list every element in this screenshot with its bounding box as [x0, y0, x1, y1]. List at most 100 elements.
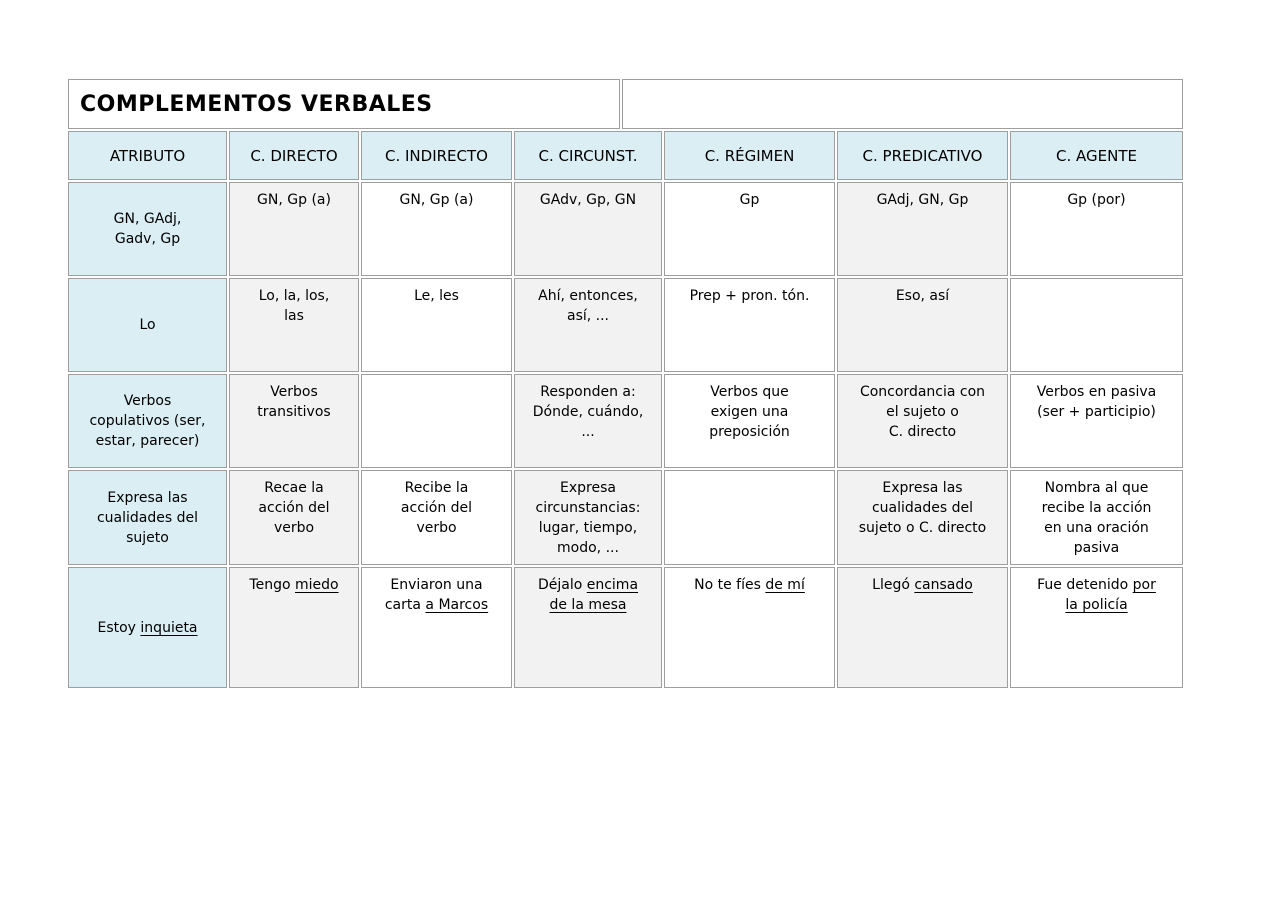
table-cell-ejemplos-atributo: Estoy inquieta — [68, 567, 227, 688]
cell-text: Gp — [737, 190, 763, 210]
table-cell-ejemplos-c-predicativo: Llegó cansado — [837, 567, 1008, 688]
table-cell-sustitucion-c-agente — [1010, 278, 1183, 372]
table-cell-ejemplos-c-circunst: Déjalo encima de la mesa — [514, 567, 662, 688]
column-header-label: C. INDIRECTO — [385, 146, 488, 165]
cell-text: Recae la acción del verbo — [255, 478, 332, 538]
column-header-c-predicativo: C. PREDICATIVO — [837, 131, 1008, 180]
plain-text: Enviaron una carta — [384, 577, 483, 613]
cell-text: Responden a: Dónde, cuándo, ... — [530, 382, 647, 442]
cell-text: Déjalo encima de la mesa — [535, 575, 641, 615]
plain-text: Expresa las cualidades del sujeto o C. d… — [858, 480, 987, 536]
cell-text: Recibe la acción del verbo — [398, 478, 475, 538]
cell-text: Enviaron una carta a Marcos — [382, 575, 491, 615]
cell-text: GN, Gp (a) — [397, 190, 477, 210]
table-title-cell: COMPLEMENTOS VERBALES — [68, 79, 620, 129]
cell-text: GAdj, GN, Gp — [874, 190, 972, 210]
table-cell-verbos-c-directo: Verbos transitivos — [229, 374, 359, 468]
plain-text: Lo, la, los, las — [258, 288, 330, 324]
cell-text: GAdv, Gp, GN — [537, 190, 639, 210]
table-cell-sustitucion-c-regimen: Prep + pron. tón. — [664, 278, 835, 372]
cell-text: Gp (por) — [1064, 190, 1128, 210]
cell-text: Expresa circunstancias: lugar, tiempo, m… — [533, 478, 644, 558]
plain-text: Llegó — [872, 577, 915, 593]
plain-text: GN, GAdj, Gadv, Gp — [113, 211, 182, 247]
cell-text: Ahí, entonces, así, ... — [535, 286, 641, 326]
plain-text: Expresa circunstancias: lugar, tiempo, m… — [535, 480, 641, 556]
cell-text: Nombra al que recibe la acción en una or… — [1039, 478, 1155, 558]
column-header-c-agente: C. AGENTE — [1010, 131, 1183, 180]
underlined-text: de mí — [765, 577, 805, 593]
column-header-c-circunst: C. CIRCUNST. — [514, 131, 662, 180]
cell-text: Verbos copulativos (ser, estar, parecer) — [86, 391, 208, 451]
underlined-text: cansado — [914, 577, 973, 593]
plain-text: Recibe la acción del verbo — [400, 480, 473, 536]
plain-text: GN, Gp (a) — [257, 192, 331, 208]
table-cell-formas-c-regimen: Gp — [664, 182, 835, 276]
underlined-text: encima — [586, 577, 639, 593]
table-cell-verbos-c-regimen: Verbos que exigen una preposición — [664, 374, 835, 468]
table-cell-funcion-c-agente: Nombra al que recibe la acción en una or… — [1010, 470, 1183, 565]
cell-text: No te fíes de mí — [691, 575, 808, 595]
column-header-c-indirecto: C. INDIRECTO — [361, 131, 512, 180]
table-cell-verbos-atributo: Verbos copulativos (ser, estar, parecer) — [68, 374, 227, 468]
plain-text: No te fíes — [694, 577, 766, 593]
table-cell-formas-c-agente: Gp (por) — [1010, 182, 1183, 276]
table-cell-funcion-c-directo: Recae la acción del verbo — [229, 470, 359, 565]
page-title: COMPLEMENTOS VERBALES — [80, 91, 433, 117]
table-cell-sustitucion-atributo: Lo — [68, 278, 227, 372]
table-cell-formas-c-directo: GN, Gp (a) — [229, 182, 359, 276]
table-cell-verbos-c-circunst: Responden a: Dónde, cuándo, ... — [514, 374, 662, 468]
table-cell-funcion-c-regimen — [664, 470, 835, 565]
plain-text: GAdj, GN, Gp — [876, 192, 969, 208]
cell-text: Concordancia con el sujeto o C. directo — [857, 382, 988, 442]
plain-text: Lo — [139, 317, 156, 333]
plain-text: Nombra al que recibe la acción en una or… — [1041, 480, 1152, 556]
underlined-text: de la mesa — [549, 597, 627, 613]
underlined-text: a Marcos — [425, 597, 489, 613]
cell-text: Estoy inquieta — [94, 618, 200, 638]
underlined-text: por la policía — [1065, 577, 1156, 613]
plain-text: Verbos en pasiva (ser + participio) — [1036, 384, 1157, 420]
cell-text: Verbos en pasiva (ser + participio) — [1034, 382, 1160, 422]
cell-text: GN, GAdj, Gadv, Gp — [111, 209, 185, 249]
table-cell-verbos-c-predicativo: Concordancia con el sujeto o C. directo — [837, 374, 1008, 468]
cell-text: Verbos transitivos — [254, 382, 333, 422]
table-cell-ejemplos-c-directo: Tengo miedo — [229, 567, 359, 688]
plain-text: GN, Gp (a) — [399, 192, 474, 208]
column-header-label: ATRIBUTO — [109, 146, 186, 165]
table-cell-funcion-atributo: Expresa las cualidades del sujeto — [68, 470, 227, 565]
table-cell-sustitucion-c-circunst: Ahí, entonces, así, ... — [514, 278, 662, 372]
plain-text: Gp (por) — [1067, 192, 1126, 208]
cell-text: Lo, la, los, las — [256, 286, 333, 326]
table-cell-sustitucion-c-directo: Lo, la, los, las — [229, 278, 359, 372]
complementos-verbales-table: COMPLEMENTOS VERBALES ATRIBUTO C. DIRECTO… — [68, 79, 1183, 688]
plain-text: Expresa las cualidades del sujeto — [96, 489, 199, 546]
table-cell-formas-atributo: GN, GAdj, Gadv, Gp — [68, 182, 227, 276]
cell-text: Tengo miedo — [246, 575, 341, 595]
cell-text: Expresa las cualidades del sujeto — [94, 488, 201, 548]
plain-text: Prep + pron. tón. — [689, 288, 810, 304]
table-grid: ATRIBUTO C. DIRECTO C. INDIRECTO C. CIRCUNS… — [68, 131, 1183, 688]
column-header-label: C. PREDICATIVO — [862, 146, 983, 165]
plain-text: Verbos transitivos — [257, 384, 331, 420]
cell-text: Verbos que exigen una preposición — [706, 382, 793, 442]
table-cell-sustitucion-c-predicativo: Eso, así — [837, 278, 1008, 372]
plain-text: Fue detenido — [1037, 577, 1133, 593]
plain-text: Ahí, entonces, así, ... — [538, 288, 638, 324]
plain-text: Verbos copulativos (ser, estar, parecer) — [89, 393, 206, 449]
underlined-text: inquieta — [140, 619, 198, 636]
cell-text: Lo — [136, 315, 158, 335]
table-cell-funcion-c-predicativo: Expresa las cualidades del sujeto o C. d… — [837, 470, 1008, 565]
column-header-label: C. AGENTE — [1056, 146, 1137, 165]
table-cell-formas-c-circunst: GAdv, Gp, GN — [514, 182, 662, 276]
plain-text: Eso, así — [895, 288, 950, 304]
title-empty-cell — [622, 79, 1183, 129]
column-header-atributo: ATRIBUTO — [68, 131, 227, 180]
plain-text: Concordancia con el sujeto o C. directo — [859, 384, 986, 440]
table-cell-sustitucion-c-indirecto: Le, les — [361, 278, 512, 372]
column-header-label: C. CIRCUNST. — [538, 146, 638, 165]
cell-text: Llegó cansado — [869, 575, 976, 595]
table-cell-verbos-c-agente: Verbos en pasiva (ser + participio) — [1010, 374, 1183, 468]
table-cell-funcion-c-indirecto: Recibe la acción del verbo — [361, 470, 512, 565]
